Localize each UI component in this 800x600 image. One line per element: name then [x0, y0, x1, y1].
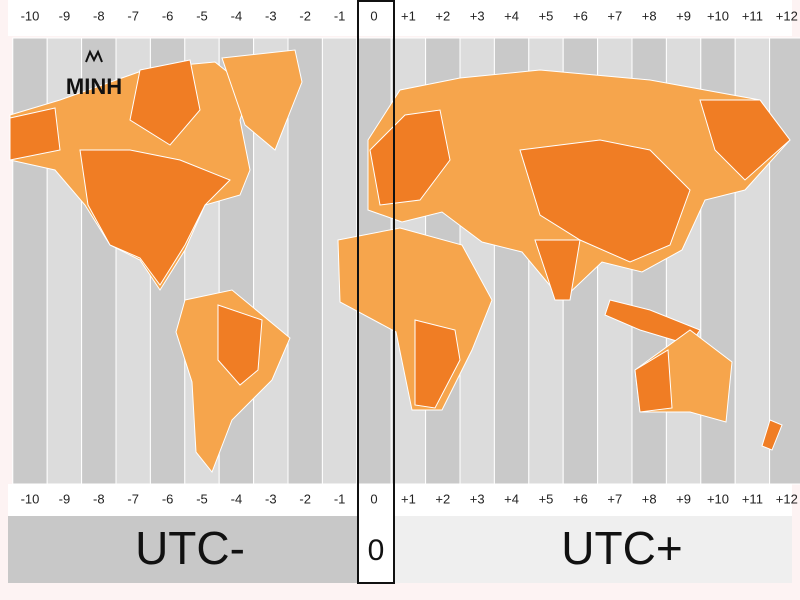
zone-label-top: +1: [401, 8, 416, 23]
russia-east: [699, 99, 791, 181]
zone-label-bottom: +12: [776, 491, 798, 506]
zone-label-bottom: +1: [401, 491, 416, 506]
zone-label-bottom: -10: [21, 491, 40, 506]
logo: MINH: [66, 49, 122, 99]
zone-label-top: -2: [299, 8, 311, 23]
logo-text: MINH: [66, 74, 122, 99]
usa-region: [79, 149, 231, 286]
logo-icon: [85, 49, 103, 63]
zone-label-top: -6: [162, 8, 174, 23]
zone-stripe: [287, 37, 323, 485]
zone-label-top: -1: [334, 8, 346, 23]
zone-label-top: -3: [265, 8, 277, 23]
utc-zero-band: [358, 516, 394, 583]
india: [534, 239, 581, 301]
greenland: [221, 49, 303, 151]
zone-label-top: +9: [676, 8, 691, 23]
zone-label-bottom: 0: [370, 491, 377, 506]
zone-label-top: +2: [435, 8, 450, 23]
brazil-region: [217, 304, 263, 386]
zone-label-top: -10: [21, 8, 40, 23]
alaska: [9, 107, 61, 161]
zone-label-top: +4: [504, 8, 519, 23]
zone-label-bottom: +6: [573, 491, 588, 506]
zone-label-bottom: +11: [742, 491, 763, 506]
zone-label-bottom: +5: [539, 491, 554, 506]
zone-label-bottom: +9: [676, 491, 691, 506]
bottom-label-band: [8, 484, 792, 516]
zone-stripe: [769, 37, 800, 485]
zone-label-top: +5: [539, 8, 554, 23]
zone-label-top: -4: [231, 8, 243, 23]
zone-label-top: 0: [370, 8, 377, 23]
zone-label-top: -7: [127, 8, 139, 23]
utc-zero-label: 0: [368, 534, 385, 567]
canada-region: [129, 59, 201, 146]
zone-label-top: +6: [573, 8, 588, 23]
zone-label-bottom: -3: [265, 491, 277, 506]
zone-label-bottom: +4: [504, 491, 519, 506]
zone-label-bottom: -7: [127, 491, 139, 506]
zone-label-bottom: -9: [59, 491, 71, 506]
utc-zero-frame: [357, 0, 395, 584]
utc-minus-label: UTC-: [135, 522, 245, 574]
utc-plus-label: UTC+: [561, 522, 682, 574]
zone-label-top: +12: [776, 8, 798, 23]
zone-label-bottom: -5: [196, 491, 208, 506]
south-america: [175, 289, 291, 473]
zone-label-top: +8: [642, 8, 657, 23]
new-zealand: [761, 419, 783, 451]
zone-label-top: +10: [707, 8, 729, 23]
zone-label-top: +7: [607, 8, 622, 23]
zone-label-bottom: -1: [334, 491, 346, 506]
zone-label-bottom: +3: [470, 491, 485, 506]
utc-plus-band: [394, 516, 792, 583]
europe-region: [369, 109, 451, 206]
zone-label-bottom: -8: [93, 491, 105, 506]
zone-label-bottom: -2: [299, 491, 311, 506]
africa-region: [414, 319, 461, 409]
zone-label-top: -9: [59, 8, 71, 23]
zone-label-top: +11: [742, 8, 763, 23]
zone-label-bottom: +7: [607, 491, 622, 506]
zone-label-top: -5: [196, 8, 208, 23]
zone-label-top: +3: [470, 8, 485, 23]
zone-label-top: -8: [93, 8, 105, 23]
utc-minus-band: [8, 516, 358, 583]
zone-label-bottom: +10: [707, 491, 729, 506]
asia-region: [519, 139, 691, 263]
zone-label-bottom: -4: [231, 491, 243, 506]
zone-label-bottom: -6: [162, 491, 174, 506]
zone-label-bottom: +2: [435, 491, 450, 506]
australia-west: [634, 349, 673, 413]
top-label-band: [8, 0, 792, 36]
land: [9, 49, 791, 473]
zone-label-bottom: +8: [642, 491, 657, 506]
